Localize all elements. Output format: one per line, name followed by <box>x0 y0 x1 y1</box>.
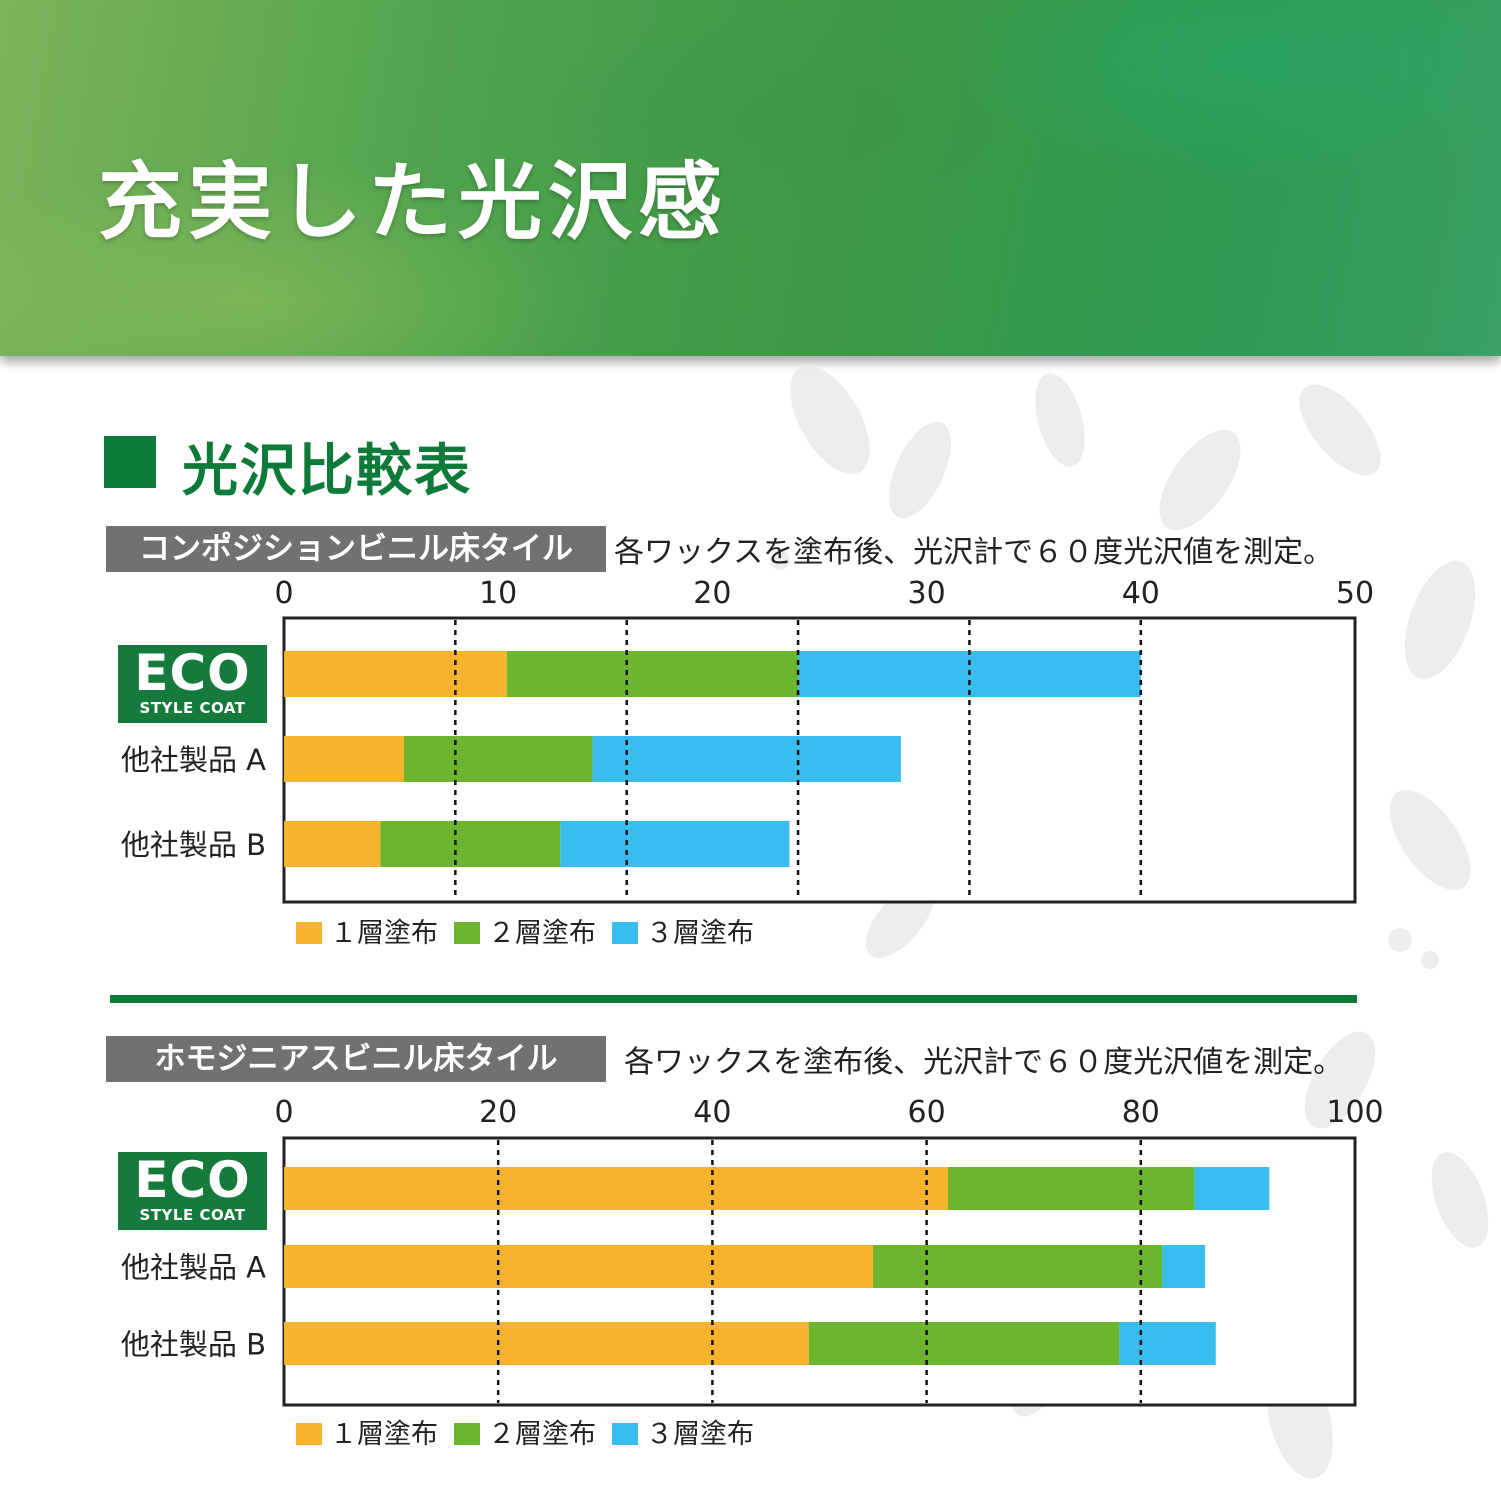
chart1-note: 各ワックスを塗布後、光沢計で６０度光沢値を測定。 <box>614 535 1334 570</box>
x-tick-label: 80 <box>1122 1095 1160 1130</box>
legend-label: ３層塗布 <box>646 1419 754 1450</box>
legend-label: ２層塗布 <box>488 918 596 949</box>
x-tick-label: 60 <box>908 1095 946 1130</box>
category-label: 他社製品 A <box>121 743 266 777</box>
bar-segment <box>506 651 799 697</box>
bar-segment <box>284 1167 949 1210</box>
chart1-category-label: コンポジションビニル床タイル <box>106 526 606 572</box>
x-tick-label: 10 <box>479 576 517 611</box>
chart2-note: 各ワックスを塗布後、光沢計で６０度光沢値を測定。 <box>624 1045 1344 1080</box>
eco-logo-subtext: STYLE COAT <box>139 1206 246 1224</box>
chart2-eco-logo: ECO STYLE COAT <box>118 1152 267 1230</box>
legend-swatch <box>296 1423 322 1445</box>
section-divider <box>110 995 1357 1003</box>
legend-swatch <box>612 922 638 944</box>
bar-segment <box>1119 1322 1216 1365</box>
x-tick-label: 0 <box>274 576 293 611</box>
eco-logo-text: ECO <box>134 644 251 702</box>
legend-swatch <box>454 1423 480 1445</box>
bar-segment <box>592 736 901 782</box>
legend-label: １層塗布 <box>330 1419 438 1450</box>
legend-label: ２層塗布 <box>488 1419 596 1450</box>
category-label: 他社製品 A <box>121 1251 266 1285</box>
section-square-icon <box>104 436 156 488</box>
bar-segment <box>808 1322 1120 1365</box>
x-tick-label: 30 <box>908 576 946 611</box>
eco-logo-subtext: STYLE COAT <box>139 699 246 717</box>
category-label: 他社製品 B <box>121 1328 266 1362</box>
bar-segment <box>948 1167 1195 1210</box>
chart2-category-label: ホモジニアスビニル床タイル <box>106 1036 606 1082</box>
section-title: 光沢比較表 <box>182 439 472 504</box>
chart1-bar-chart: 0 10 20 30 40 50 他社製品 A 他社製品 B １層塗布 ２層塗布 ３層塗布 <box>121 576 1374 949</box>
legend-swatch <box>612 1423 638 1445</box>
bar-segment <box>284 821 381 867</box>
bar-segment <box>873 1245 1163 1288</box>
bar-segment <box>1162 1245 1206 1288</box>
chart2-bar-chart: 0 20 40 60 80 100 他社製品 A 他社製品 B １層塗布 ２層塗布 ３層塗布 <box>121 1095 1384 1450</box>
bar-segment <box>380 821 561 867</box>
banner-title: 充実した光沢感 <box>98 153 729 251</box>
legend-label: １層塗布 <box>330 918 438 949</box>
bar-segment <box>403 736 593 782</box>
x-tick-label: 20 <box>479 1095 517 1130</box>
header-banner: 充実した光沢感 <box>0 0 1501 356</box>
bar-segment <box>284 736 404 782</box>
legend-label: ３層塗布 <box>646 918 754 949</box>
category-label: 他社製品 B <box>121 828 266 862</box>
eco-logo-text: ECO <box>134 1151 251 1209</box>
bar-segment <box>284 1245 874 1288</box>
x-tick-label: 50 <box>1336 576 1374 611</box>
x-tick-label: 40 <box>693 1095 731 1130</box>
x-tick-label: 40 <box>1122 576 1160 611</box>
bar-segment <box>1194 1167 1270 1210</box>
x-tick-label: 20 <box>693 576 731 611</box>
legend-swatch <box>296 922 322 944</box>
bar-segment <box>560 821 790 867</box>
x-tick-label: 100 <box>1326 1095 1383 1130</box>
bar-segment <box>284 651 507 697</box>
legend-swatch <box>454 922 480 944</box>
bar-segment <box>284 1322 809 1365</box>
x-tick-label: 0 <box>274 1095 293 1130</box>
chart1-eco-logo: ECO STYLE COAT <box>118 645 267 723</box>
